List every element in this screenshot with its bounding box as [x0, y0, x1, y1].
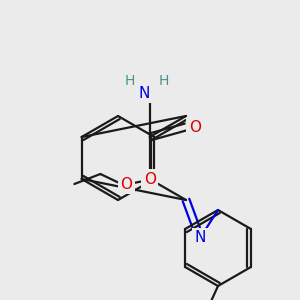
Text: H: H: [124, 74, 135, 88]
Text: N: N: [139, 85, 150, 100]
Text: N: N: [194, 230, 206, 245]
Text: H: H: [158, 74, 169, 88]
Text: O: O: [189, 119, 201, 134]
Text: O: O: [144, 172, 156, 187]
Text: O: O: [120, 176, 132, 191]
